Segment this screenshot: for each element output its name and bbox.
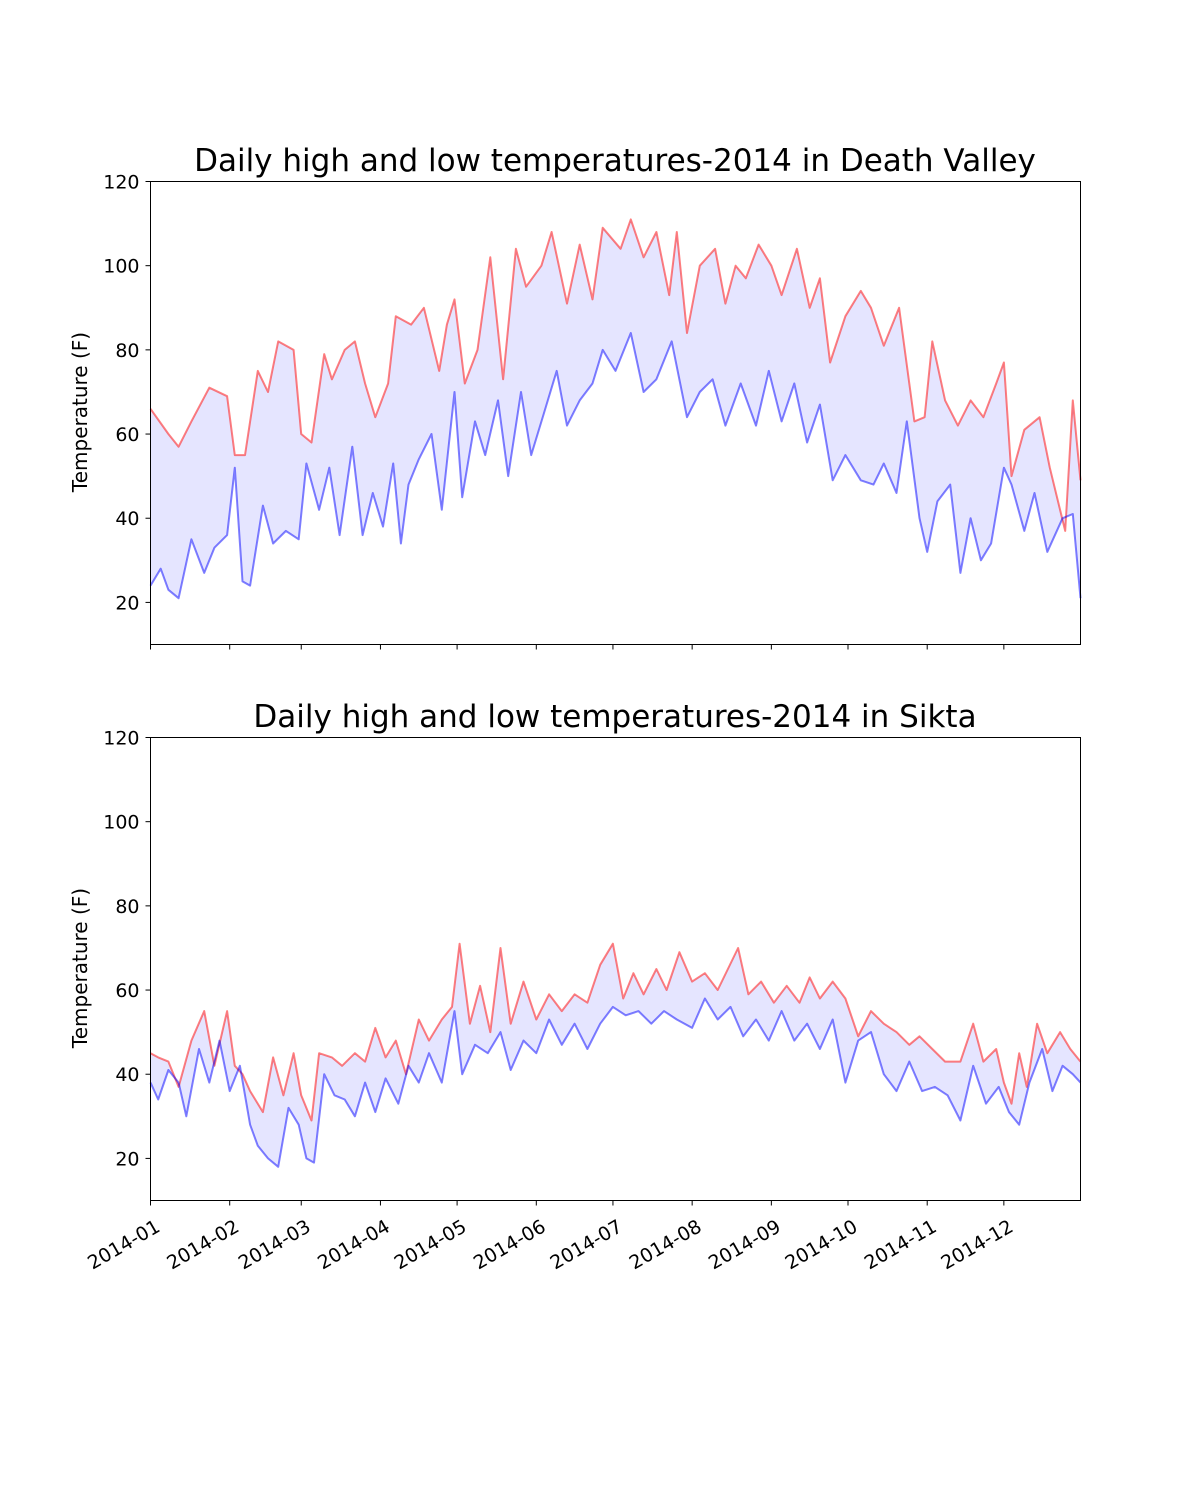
y-tick-label: 20 <box>115 592 139 614</box>
y-tick-label: 40 <box>115 1064 139 1086</box>
chart-title: Daily high and low temperatures-2014 in … <box>253 699 976 735</box>
plot-frame <box>150 737 1081 1201</box>
y-tick-label: 120 <box>103 728 139 750</box>
fill-layer <box>150 943 1081 1167</box>
x-ticks <box>150 644 1005 650</box>
series-line-high <box>149 218 1082 532</box>
fill-between-area <box>150 943 1081 1167</box>
y-ticks: 20 40 60 80 100 120 <box>103 172 151 614</box>
y-tick-label: 100 <box>103 256 139 278</box>
subplot-death-valley: Daily high and low temperatures-2014 in … <box>68 143 1082 650</box>
y-tick-label: 120 <box>103 172 139 194</box>
y-ticks: 20 40 60 80 100 120 <box>103 728 151 1170</box>
series-line-low <box>149 332 1082 600</box>
y-tick-label: 100 <box>103 812 139 834</box>
y-tick-label: 80 <box>115 340 139 362</box>
fill-between-area <box>150 219 1081 599</box>
y-axis-label: Temperature (F) <box>68 332 92 493</box>
line-layer <box>149 942 1082 1168</box>
fill-layer <box>150 219 1081 599</box>
chart-title: Daily high and low temperatures-2014 in … <box>194 143 1036 179</box>
series-line-low <box>149 997 1082 1168</box>
y-axis-label: Temperature (F) <box>68 888 92 1049</box>
series-line-high <box>150 942 1082 1122</box>
plot-frame <box>150 181 1081 645</box>
y-tick-label: 40 <box>115 508 139 530</box>
y-tick-label: 60 <box>115 424 139 446</box>
y-tick-label: 60 <box>115 980 139 1002</box>
y-tick-label: 20 <box>115 1148 139 1170</box>
y-tick-label: 80 <box>115 896 139 918</box>
line-layer <box>149 218 1082 600</box>
